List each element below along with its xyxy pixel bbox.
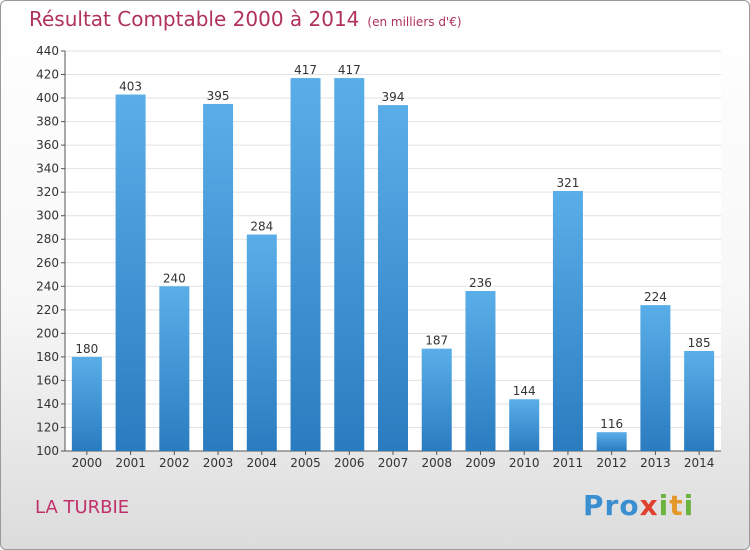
y-tick-label: 220 (36, 303, 59, 317)
x-tick-label: 2009 (465, 456, 496, 470)
y-tick-label: 280 (36, 232, 59, 246)
y-tick-label: 320 (36, 185, 59, 199)
bar (246, 234, 277, 451)
bar (684, 351, 715, 451)
logo-part-2: x (639, 489, 659, 522)
data-label: 394 (382, 90, 405, 104)
bar (465, 291, 496, 451)
x-tick-label: 2011 (553, 456, 584, 470)
y-tick-label: 400 (36, 91, 59, 105)
y-tick-label: 200 (36, 326, 59, 340)
y-tick-label: 360 (36, 138, 59, 152)
data-label: 417 (338, 63, 361, 77)
bar (640, 305, 671, 451)
proxiti-logo: Proxiti (583, 489, 694, 522)
y-tick-label: 340 (36, 162, 59, 176)
data-label: 144 (513, 384, 536, 398)
data-label: 403 (119, 80, 142, 94)
y-tick-label: 420 (36, 68, 59, 82)
bar (334, 78, 365, 451)
x-tick-label: 2005 (290, 456, 321, 470)
y-tick-label: 120 (36, 420, 59, 434)
x-tick-label: 2013 (640, 456, 671, 470)
data-label: 187 (425, 334, 448, 348)
logo-part-3: i (658, 489, 670, 522)
bar (71, 356, 102, 451)
data-label: 417 (294, 63, 317, 77)
y-tick-label: 160 (36, 373, 59, 387)
data-label: 116 (600, 417, 623, 431)
x-tick-label: 2003 (203, 456, 234, 470)
bar (203, 103, 234, 452)
chart-title-text: Résultat Comptable 2000 à 2014 (29, 7, 360, 31)
y-tick-label: 140 (36, 397, 59, 411)
x-tick-label: 2000 (72, 456, 103, 470)
data-label: 240 (163, 271, 186, 285)
y-tick-label: 180 (36, 350, 59, 364)
logo-part-5: i (683, 489, 695, 522)
x-tick-label: 2004 (247, 456, 278, 470)
data-label: 321 (556, 176, 579, 190)
x-tick-label: 2001 (115, 456, 146, 470)
y-tick-label: 100 (36, 444, 59, 458)
y-tick-label: 440 (36, 44, 59, 58)
data-label: 395 (207, 89, 230, 103)
chart-unit: (en milliers d'€) (367, 15, 462, 29)
data-label: 185 (688, 336, 711, 350)
bar (115, 94, 146, 451)
bar (552, 191, 583, 451)
x-tick-label: 2006 (334, 456, 365, 470)
data-label: 236 (469, 276, 492, 290)
x-tick-label: 2008 (421, 456, 452, 470)
bar (596, 432, 627, 451)
y-tick-label: 240 (36, 279, 59, 293)
data-label: 224 (644, 290, 667, 304)
bar (509, 399, 540, 451)
bar (159, 286, 190, 451)
x-tick-label: 2010 (509, 456, 540, 470)
x-tick-label: 2002 (159, 456, 190, 470)
y-tick-label: 260 (36, 256, 59, 270)
chart-title: Résultat Comptable 2000 à 2014 (en millie… (29, 7, 462, 31)
commune-name: LA TURBIE (35, 497, 130, 518)
data-label: 180 (75, 342, 98, 356)
y-tick-label: 300 (36, 209, 59, 223)
bar (290, 78, 321, 451)
data-label: 284 (250, 220, 273, 234)
bar (421, 348, 452, 451)
bar-layer (71, 78, 715, 452)
x-tick-label: 2012 (596, 456, 627, 470)
axis-layer: 100 120 140 160 180 200 220 240 260 280 300 320 340 3… (36, 44, 721, 470)
label-layer: 180 403 240 395 284 417 417 394 187 236 144 321 116 2… (75, 63, 710, 431)
bar (378, 105, 408, 451)
x-tick-label: 2014 (684, 456, 715, 470)
y-tick-label: 380 (36, 115, 59, 129)
logo-part-1: Pro (583, 489, 640, 522)
logo-part-4: t (669, 489, 684, 522)
x-tick-label: 2007 (378, 456, 409, 470)
